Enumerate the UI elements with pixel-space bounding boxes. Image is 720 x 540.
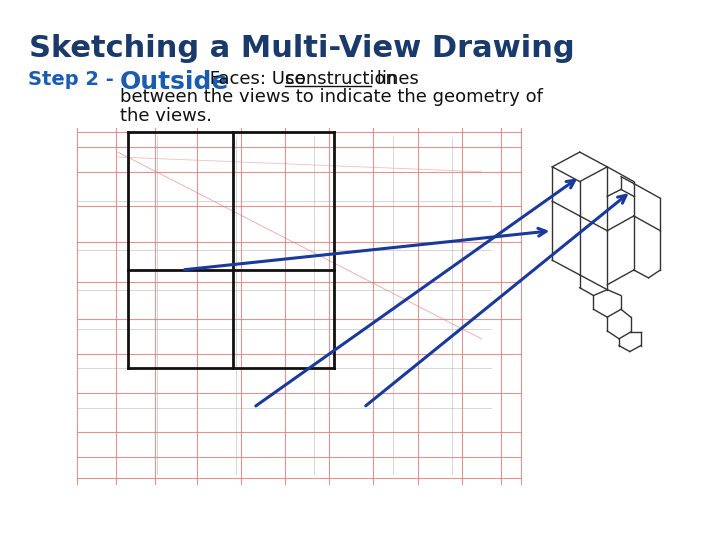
Text: lines: lines (372, 70, 419, 87)
Text: Faces: Use: Faces: Use (204, 70, 312, 87)
Text: Sketching a Multi-View Drawing: Sketching a Multi-View Drawing (30, 34, 575, 63)
Text: the views.: the views. (120, 107, 212, 125)
Text: Outside: Outside (120, 70, 229, 93)
Text: between the views to indicate the geometry of: between the views to indicate the geomet… (120, 88, 543, 106)
Text: construction: construction (285, 70, 397, 87)
Text: Step 2 -: Step 2 - (27, 70, 120, 89)
